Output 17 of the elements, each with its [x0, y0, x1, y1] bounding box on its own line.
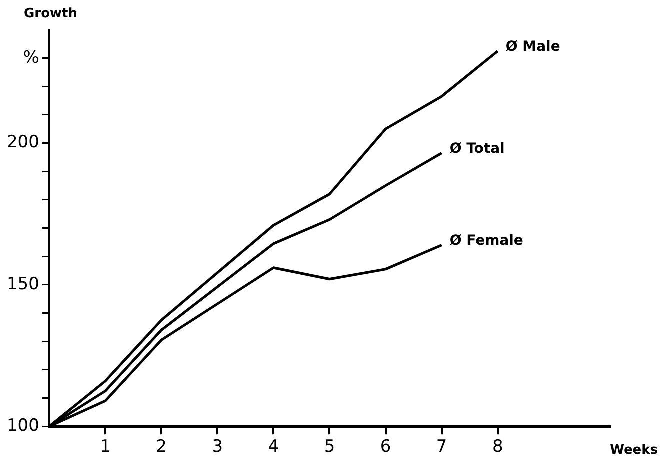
y-tick-label: 150	[6, 274, 40, 294]
x-tick-label: 7	[436, 437, 448, 458]
x-tick-label: 4	[268, 437, 280, 458]
x-tick-label: 2	[156, 437, 167, 458]
x-tick-label: 1	[100, 437, 111, 458]
x-tick-label: 6	[380, 437, 392, 458]
y-tick-label: 200	[6, 132, 40, 153]
y-axis-title: Growth	[24, 6, 78, 22]
x-tick-label: 8	[492, 437, 504, 458]
y-tick-label: 100	[6, 416, 40, 436]
y-tick-label: %	[23, 48, 40, 68]
series-label: Ø Male	[506, 38, 560, 55]
x-tick-label: 5	[324, 437, 336, 458]
x-axis-title: Weeks	[610, 442, 658, 458]
x-tick-label: 3	[212, 437, 224, 458]
series-label: Ø Female	[450, 232, 524, 249]
series-label: Ø Total	[450, 140, 505, 157]
